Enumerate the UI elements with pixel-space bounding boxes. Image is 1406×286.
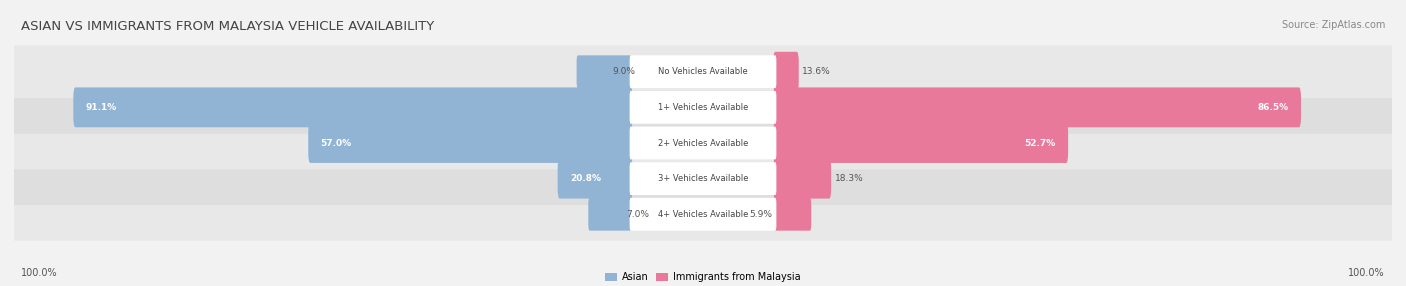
Text: 100.0%: 100.0%	[21, 268, 58, 278]
FancyBboxPatch shape	[13, 152, 1393, 205]
FancyBboxPatch shape	[576, 55, 633, 88]
Text: ASIAN VS IMMIGRANTS FROM MALAYSIA VEHICLE AVAILABILITY: ASIAN VS IMMIGRANTS FROM MALAYSIA VEHICL…	[21, 20, 434, 33]
FancyBboxPatch shape	[773, 88, 1301, 127]
Text: Source: ZipAtlas.com: Source: ZipAtlas.com	[1281, 20, 1385, 30]
FancyBboxPatch shape	[308, 123, 633, 163]
Text: 57.0%: 57.0%	[321, 138, 352, 148]
FancyBboxPatch shape	[13, 117, 1393, 169]
Legend: Asian, Immigrants from Malaysia: Asian, Immigrants from Malaysia	[602, 268, 804, 286]
Text: 91.1%: 91.1%	[86, 103, 117, 112]
Text: 13.6%: 13.6%	[803, 67, 831, 76]
FancyBboxPatch shape	[73, 88, 633, 127]
Text: 1+ Vehicles Available: 1+ Vehicles Available	[658, 103, 748, 112]
FancyBboxPatch shape	[13, 45, 1393, 98]
Text: 2+ Vehicles Available: 2+ Vehicles Available	[658, 138, 748, 148]
FancyBboxPatch shape	[13, 188, 1393, 241]
FancyBboxPatch shape	[773, 198, 811, 231]
FancyBboxPatch shape	[13, 81, 1393, 134]
FancyBboxPatch shape	[630, 91, 776, 124]
Text: 3+ Vehicles Available: 3+ Vehicles Available	[658, 174, 748, 183]
Text: 100.0%: 100.0%	[1348, 268, 1385, 278]
Text: No Vehicles Available: No Vehicles Available	[658, 67, 748, 76]
FancyBboxPatch shape	[558, 159, 633, 198]
FancyBboxPatch shape	[773, 52, 799, 92]
FancyBboxPatch shape	[588, 198, 633, 231]
FancyBboxPatch shape	[773, 123, 1069, 163]
Text: 7.0%: 7.0%	[626, 210, 650, 219]
Text: 5.9%: 5.9%	[749, 210, 772, 219]
FancyBboxPatch shape	[630, 127, 776, 159]
Text: 20.8%: 20.8%	[569, 174, 600, 183]
FancyBboxPatch shape	[630, 55, 776, 88]
Text: 86.5%: 86.5%	[1257, 103, 1289, 112]
Text: 9.0%: 9.0%	[613, 67, 636, 76]
Text: 18.3%: 18.3%	[835, 174, 863, 183]
Text: 4+ Vehicles Available: 4+ Vehicles Available	[658, 210, 748, 219]
FancyBboxPatch shape	[773, 159, 831, 198]
FancyBboxPatch shape	[630, 198, 776, 231]
Text: 52.7%: 52.7%	[1025, 138, 1056, 148]
FancyBboxPatch shape	[630, 162, 776, 195]
